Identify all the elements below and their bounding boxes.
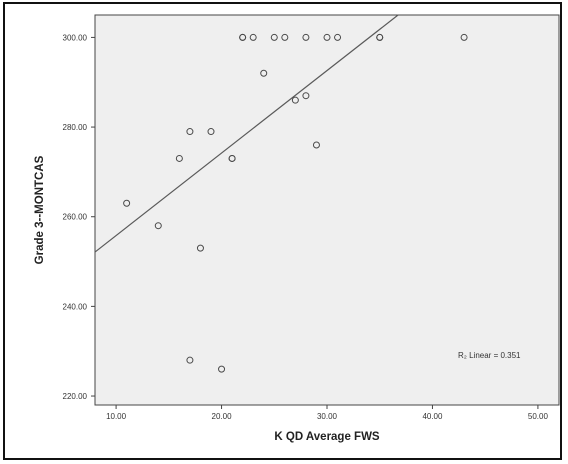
- data-point: [323, 33, 331, 41]
- x-tick-label: 40.00: [422, 412, 443, 421]
- y-tick-label: 220.00: [63, 392, 88, 401]
- data-point: [239, 33, 247, 41]
- data-point: [260, 69, 268, 77]
- scatter-chart: 10.00 20.00 30.00 40.00 50.00 220.00 240.00 260…: [34, 14, 560, 443]
- r-squared-annotation: R₂ Linear = 0.351: [458, 351, 521, 360]
- data-point: [186, 128, 194, 136]
- data-point: [460, 33, 468, 41]
- x-tick-label: 20.00: [212, 412, 233, 421]
- data-point: [270, 33, 278, 41]
- fit-line: [94, 14, 399, 253]
- chart-frame: 10.00 20.00 30.00 40.00 50.00 220.00 240.00 260…: [3, 2, 562, 460]
- data-point: [228, 154, 236, 162]
- data-point: [207, 128, 215, 136]
- y-tick-label: 240.00: [63, 302, 88, 311]
- data-point: [312, 141, 320, 149]
- data-point: [218, 365, 226, 373]
- x-tick-label: 30.00: [317, 412, 338, 421]
- data-point: [186, 356, 194, 364]
- x-axis-title: K QD Average FWS: [274, 431, 380, 443]
- x-tick-label: 10.00: [106, 412, 127, 421]
- data-point: [334, 33, 342, 41]
- data-point: [196, 244, 204, 252]
- y-tick-label: 300.00: [63, 33, 88, 42]
- data-point: [302, 92, 310, 100]
- data-point: [154, 222, 162, 230]
- data-point: [249, 33, 257, 41]
- data-point: [376, 33, 384, 41]
- data-point: [175, 154, 183, 162]
- data-point: [281, 33, 289, 41]
- x-tick-label: 50.00: [528, 412, 549, 421]
- data-point: [291, 96, 299, 104]
- plot-area: [94, 14, 560, 406]
- y-axis-title: Grade 3--MONTCAS: [34, 155, 46, 264]
- data-point: [123, 199, 131, 207]
- data-point: [302, 33, 310, 41]
- y-tick-label: 280.00: [63, 123, 88, 132]
- y-tick-label: 260.00: [63, 213, 88, 222]
